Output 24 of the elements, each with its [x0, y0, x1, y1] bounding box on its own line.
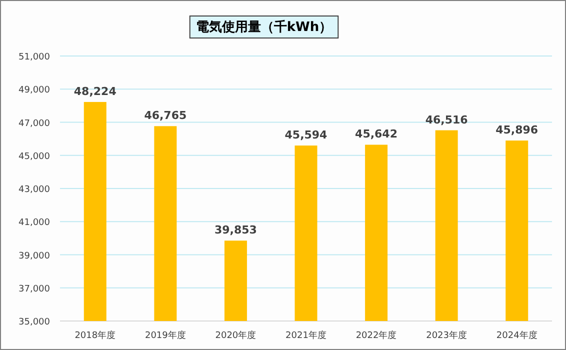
data-label: 46,516	[425, 113, 468, 126]
data-label: 45,896	[496, 124, 538, 137]
y-tick-label: 47,000	[18, 118, 50, 129]
x-tick-label: 2019年度	[144, 330, 186, 341]
y-tick-label: 35,000	[18, 318, 50, 328]
y-tick-label: 37,000	[18, 284, 50, 294]
x-tick-label: 2020年度	[215, 330, 256, 341]
data-label: 45,642	[355, 128, 398, 141]
data-label: 46,765	[144, 109, 187, 122]
x-tick-label: 2021年度	[286, 330, 326, 341]
data-label: 45,594	[284, 128, 328, 142]
y-tick-label: 45,000	[18, 152, 50, 162]
y-tick-label: 41,000	[18, 218, 50, 228]
x-tick-label: 2023年度	[426, 330, 468, 341]
data-label: 39,853	[214, 224, 257, 237]
y-tick-label: 49,000	[18, 86, 50, 96]
x-tick-label: 2018年度	[74, 330, 116, 341]
y-tick-label: 51,000	[18, 52, 50, 62]
chart-title: 電気使用量（千kWh）	[196, 19, 332, 35]
y-tick-label: 43,000	[18, 185, 50, 195]
x-tick-label: 2024年度	[496, 330, 538, 341]
data-label: 48,224	[74, 84, 117, 98]
y-tick-label: 39,000	[18, 251, 50, 262]
x-tick-label: 2022年度	[356, 330, 397, 341]
